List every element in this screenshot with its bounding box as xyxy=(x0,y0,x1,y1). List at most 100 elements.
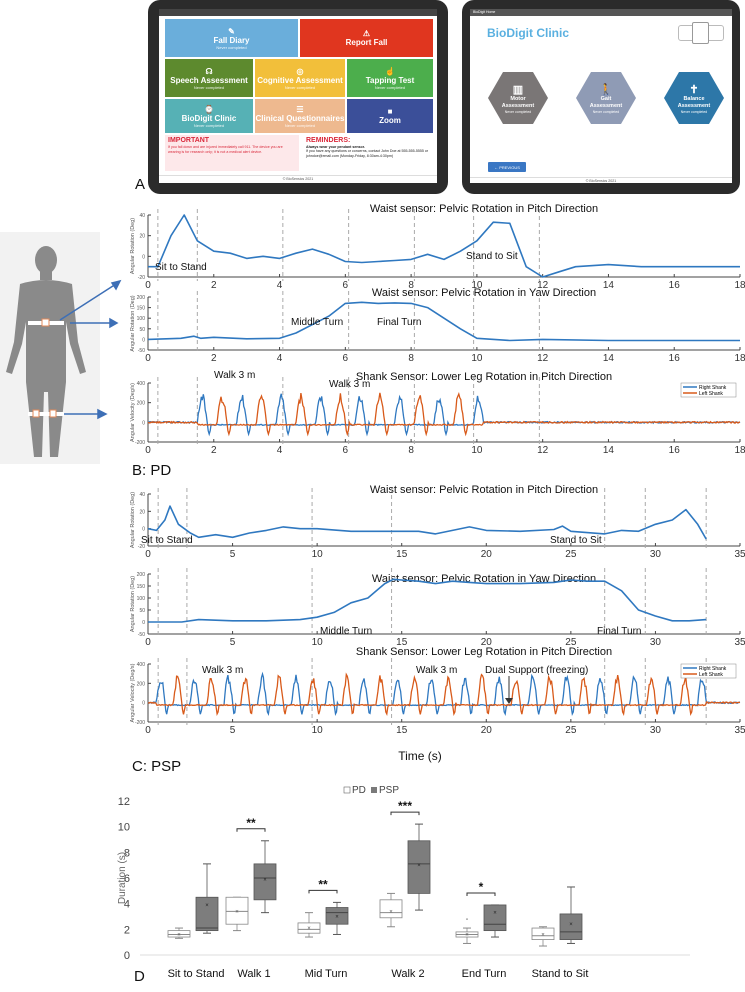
tile-label: Zoom xyxy=(379,116,401,125)
svg-text:Right Shank: Right Shank xyxy=(699,385,727,391)
box-group-end-turn: End Turn × × * xyxy=(455,880,507,980)
svg-text:Left Shank: Left Shank xyxy=(699,391,723,397)
svg-text:12: 12 xyxy=(537,353,549,364)
tile-fall-diary[interactable]: ✎ Fall Diary Never completed xyxy=(165,19,298,57)
speaker-icon: ☊ xyxy=(205,66,213,76)
svg-text:Angular Velocity (Deg/s): Angular Velocity (Deg/s) xyxy=(130,663,136,722)
chart-title: Shank Sensor: Lower Leg Rotation in Pitc… xyxy=(356,371,612,383)
svg-text:Mid Turn: Mid Turn xyxy=(305,968,348,980)
svg-text:200: 200 xyxy=(137,681,146,687)
home-screen: ✎ Fall Diary Never completed ⚠ Report Fall ☊ S… xyxy=(159,9,437,183)
chart-annotation: Sit to Stand xyxy=(155,262,207,273)
tablet-clinic: BioDigit Home BioDigit Clinic ▥ Motor Asse… xyxy=(462,0,740,194)
svg-text:×: × xyxy=(235,909,239,915)
svg-text:20: 20 xyxy=(481,725,493,736)
warning-icon: ⚠ xyxy=(362,29,371,38)
svg-text:-20: -20 xyxy=(138,275,145,281)
chart-annotation: Final Turn xyxy=(377,317,421,328)
svg-text:-200: -200 xyxy=(135,720,145,726)
svg-text:8: 8 xyxy=(408,280,414,291)
reminders-text: If you have any questions or concerns, c… xyxy=(306,149,429,158)
svg-text:15: 15 xyxy=(396,549,408,560)
svg-text:10: 10 xyxy=(471,280,483,291)
timeseries-chart-6: Shank Sensor: Lower Leg Rotation in Pitc… xyxy=(130,646,745,763)
svg-text:End Turn: End Turn xyxy=(462,968,507,980)
svg-text:×: × xyxy=(465,932,469,938)
tile-report-fall[interactable]: ⚠ Report Fall xyxy=(300,19,433,57)
svg-text:35: 35 xyxy=(734,549,745,560)
chart-annotation: Walk 3 m xyxy=(214,370,255,381)
svg-text:Right Shank: Right Shank xyxy=(699,666,727,672)
svg-text:4: 4 xyxy=(277,353,283,364)
svg-text:30: 30 xyxy=(650,637,662,648)
svg-text:Angular Velocity (Deg/s): Angular Velocity (Deg/s) xyxy=(130,383,136,442)
svg-text:-50: -50 xyxy=(138,632,145,638)
previous-button[interactable]: ← PREVIOUS xyxy=(488,162,526,172)
chart-title: Waist sensor: Pelvic Rotation in Pitch D… xyxy=(370,484,598,496)
svg-text:100: 100 xyxy=(137,316,146,322)
svg-text:0: 0 xyxy=(145,549,151,560)
svg-text:6: 6 xyxy=(343,353,349,364)
svg-text:2: 2 xyxy=(124,924,130,936)
tile-status: Never completed xyxy=(284,84,316,90)
box-group-sit-to-stand: Sit to Stand × × xyxy=(168,863,224,980)
svg-text:0: 0 xyxy=(145,353,151,364)
svg-text:150: 150 xyxy=(137,306,146,312)
timeseries-chart-5: Waist sensor: Pelvic Rotation in Yaw Dir… xyxy=(130,568,745,648)
svg-text:×: × xyxy=(263,877,267,883)
reminders-title: REMINDERS: xyxy=(306,137,351,144)
svg-text:6: 6 xyxy=(124,873,130,885)
svg-text:40: 40 xyxy=(139,213,145,219)
svg-text:15: 15 xyxy=(396,725,408,736)
svg-text:0: 0 xyxy=(145,280,151,291)
svg-text:10: 10 xyxy=(118,822,130,834)
svg-text:5: 5 xyxy=(230,549,236,560)
tile-speech-assessment[interactable]: ☊ Speech Assessment Never completed xyxy=(165,59,253,97)
svg-text:×: × xyxy=(389,909,393,915)
svg-text:PD: PD xyxy=(352,785,366,796)
sensor-icon: ⌚ xyxy=(204,104,214,114)
tile-clinical-questionnaires[interactable]: ☰ Clinical Questionnaires Never completed xyxy=(255,99,345,133)
tile-label: Cognitive Assessment xyxy=(257,75,343,85)
walking-icon: 🚶 xyxy=(599,83,613,96)
left-shank-line xyxy=(147,672,741,717)
panel-label-a: A xyxy=(135,176,146,193)
svg-text:20: 20 xyxy=(139,509,145,515)
tile-biodigit-clinic[interactable]: ⌚ BioDigit Clinic Never completed xyxy=(165,99,253,133)
tile-status: Never completed xyxy=(193,84,225,90)
clinic-title: BioDigit Clinic xyxy=(487,26,569,40)
svg-text:0: 0 xyxy=(145,445,151,456)
balance-icon: ✝ xyxy=(689,83,699,96)
svg-text:-20: -20 xyxy=(138,544,145,550)
pencil-icon: ✎ xyxy=(228,26,235,36)
svg-text:10: 10 xyxy=(471,353,483,364)
significance-marker: ** xyxy=(246,816,256,830)
svg-text:×: × xyxy=(335,915,339,921)
svg-text:30: 30 xyxy=(650,549,662,560)
freezing-arrow-icon xyxy=(505,698,513,704)
svg-text:16: 16 xyxy=(669,353,681,364)
svg-text:16: 16 xyxy=(669,280,681,291)
svg-text:×: × xyxy=(417,863,421,869)
timeseries-chart-2: Waist sensor: Pelvic Rotation in Yaw Dir… xyxy=(130,287,745,364)
svg-text:0: 0 xyxy=(142,620,145,626)
chart-title: Shank Sensor: Lower Leg Rotation in Pitc… xyxy=(356,646,612,658)
signal-line xyxy=(148,214,740,278)
svg-text:2: 2 xyxy=(211,280,217,291)
tile-zoom[interactable]: ■ Zoom xyxy=(347,99,433,133)
svg-text:Walk 1: Walk 1 xyxy=(237,968,270,980)
tile-label: BioDigit Clinic xyxy=(181,113,237,123)
tile-tapping-test[interactable]: ☝ Tapping Test Never completed xyxy=(347,59,433,97)
chart-annotation: Walk 3 m xyxy=(329,379,370,390)
chart-title: Waist sensor: Pelvic Rotation in Pitch D… xyxy=(370,203,598,215)
important-text: If you fall down and are injured immedia… xyxy=(168,145,283,154)
svg-text:8: 8 xyxy=(124,847,130,859)
tile-cognitive-assessment[interactable]: ◎ Cognitive Assessment Never completed xyxy=(255,59,345,97)
svg-text:PSP: PSP xyxy=(379,785,399,796)
chart-annotation: Sit to Stand xyxy=(141,535,193,546)
brain-icon: ◎ xyxy=(296,66,304,76)
svg-text:5: 5 xyxy=(230,725,236,736)
svg-text:100: 100 xyxy=(137,596,146,602)
svg-text:15: 15 xyxy=(396,637,408,648)
